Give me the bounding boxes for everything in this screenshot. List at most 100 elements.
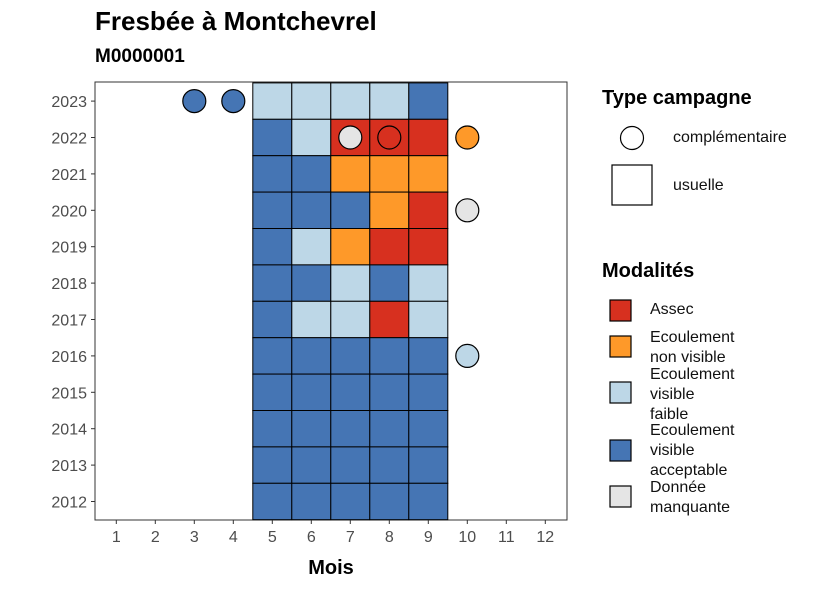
tile-2018-5	[252, 264, 293, 302]
tile-2021-9	[408, 155, 449, 193]
point-2023-3	[182, 88, 207, 114]
x-tick-label-7: 7	[346, 529, 355, 546]
legend-label-visible-faible: Ecoulement visible faible	[650, 366, 735, 423]
tile-2018-9	[408, 264, 449, 302]
point-2022-10	[455, 125, 480, 150]
tile-2020-5	[252, 191, 293, 230]
legend-type-label-complementaire: complémentaire	[673, 129, 787, 146]
legend-key-usuelle	[611, 164, 653, 206]
tile-2013-7	[330, 446, 371, 484]
x-tick-label-4: 4	[229, 529, 238, 546]
tile-2022-9	[408, 118, 449, 157]
tile-2014-6	[291, 410, 332, 448]
tile-2014-5	[252, 410, 293, 448]
point-2016-10	[455, 343, 480, 368]
tile-2023-6	[291, 82, 332, 120]
y-tick-label-2021: 2021	[51, 167, 87, 184]
tile-2014-9	[408, 410, 449, 448]
legend-modalites-title: Modalités	[602, 260, 695, 282]
y-tick-label-2016: 2016	[51, 349, 87, 366]
tile-2016-8	[369, 337, 410, 375]
legend-key-modalite-4	[609, 485, 632, 508]
tile-2012-5	[252, 482, 293, 521]
x-tick-label-9: 9	[424, 529, 433, 546]
tile-2015-7	[330, 373, 371, 412]
tile-2021-5	[252, 155, 293, 193]
tile-2017-5	[252, 300, 293, 339]
y-tick-label-2017: 2017	[51, 313, 87, 330]
legend-type-title: Type campagne	[602, 87, 752, 109]
chart-title: Fresbée à Montchevrel	[95, 6, 377, 36]
tile-2013-6	[291, 446, 332, 484]
x-tick-label-2: 2	[151, 529, 160, 546]
point-2020-10	[455, 198, 480, 223]
tile-2018-7	[330, 264, 371, 302]
tile-2020-6	[291, 191, 332, 230]
tile-2020-8	[369, 191, 410, 230]
legend-key-modalite-0	[609, 299, 632, 322]
point-2022-7	[338, 125, 363, 150]
x-axis-title: Mois	[308, 557, 354, 579]
tile-2022-5	[252, 118, 293, 157]
tile-2015-9	[408, 373, 449, 412]
tile-2022-6	[291, 118, 332, 157]
tile-2023-5	[252, 82, 293, 120]
tile-2019-5	[252, 228, 293, 266]
y-tick-label-2015: 2015	[51, 385, 87, 402]
y-tick-label-2012: 2012	[51, 495, 87, 512]
tile-2017-9	[408, 300, 449, 339]
y-tick-label-2019: 2019	[51, 240, 87, 257]
tile-2020-7	[330, 191, 371, 230]
tile-2019-8	[369, 228, 410, 266]
point-2022-8	[377, 125, 402, 150]
tile-2019-9	[408, 228, 449, 266]
tile-2016-5	[252, 337, 293, 375]
tile-2021-7	[330, 155, 371, 193]
tile-2015-5	[252, 373, 293, 412]
y-tick-label-2022: 2022	[51, 131, 87, 148]
y-tick-label-2013: 2013	[51, 458, 87, 475]
tile-2016-9	[408, 337, 449, 375]
chart-subtitle: M0000001	[95, 46, 185, 67]
tile-2013-5	[252, 446, 293, 484]
legend-key-complementaire	[619, 125, 645, 151]
legend-key-modalite-2	[609, 381, 632, 404]
tile-2014-7	[330, 410, 371, 448]
tile-2019-6	[291, 228, 332, 266]
tile-2015-6	[291, 373, 332, 412]
y-tick-label-2014: 2014	[51, 422, 87, 439]
x-tick-label-11: 11	[498, 529, 515, 546]
tile-2012-6	[291, 482, 332, 521]
tile-2017-8	[369, 300, 410, 339]
tile-2012-7	[330, 482, 371, 521]
point-2023-4	[221, 88, 246, 114]
tile-2017-7	[330, 300, 371, 339]
legend-label-visible-acceptable: Ecoulement visible acceptable	[650, 422, 735, 479]
tile-2012-9	[408, 482, 449, 521]
tile-2013-8	[369, 446, 410, 484]
x-tick-label-8: 8	[385, 529, 394, 546]
x-tick-label-10: 10	[458, 529, 476, 546]
legend-label-donnee-manquante: Donnée manquante	[650, 479, 731, 516]
legend-type-label-usuelle: usuelle	[673, 177, 724, 194]
tile-2021-6	[291, 155, 332, 193]
x-tick-label-1: 1	[112, 529, 121, 546]
tile-2012-8	[369, 482, 410, 521]
legend-key-modalite-3	[609, 439, 632, 462]
tile-2013-9	[408, 446, 449, 484]
y-tick-label-2023: 2023	[51, 94, 87, 111]
x-tick-label-5: 5	[268, 529, 277, 546]
tile-2014-8	[369, 410, 410, 448]
tile-2018-8	[369, 264, 410, 302]
legend-label-assec: Assec	[650, 301, 694, 318]
tile-2017-6	[291, 300, 332, 339]
tile-2023-8	[369, 82, 410, 120]
y-tick-label-2018: 2018	[51, 276, 87, 293]
y-tick-label-2020: 2020	[51, 203, 87, 220]
x-tick-label-6: 6	[307, 529, 316, 546]
x-tick-label-3: 3	[190, 529, 199, 546]
tile-2016-6	[291, 337, 332, 375]
tile-2020-9	[408, 191, 449, 230]
tile-2021-8	[369, 155, 410, 193]
x-tick-label-12: 12	[536, 529, 554, 546]
